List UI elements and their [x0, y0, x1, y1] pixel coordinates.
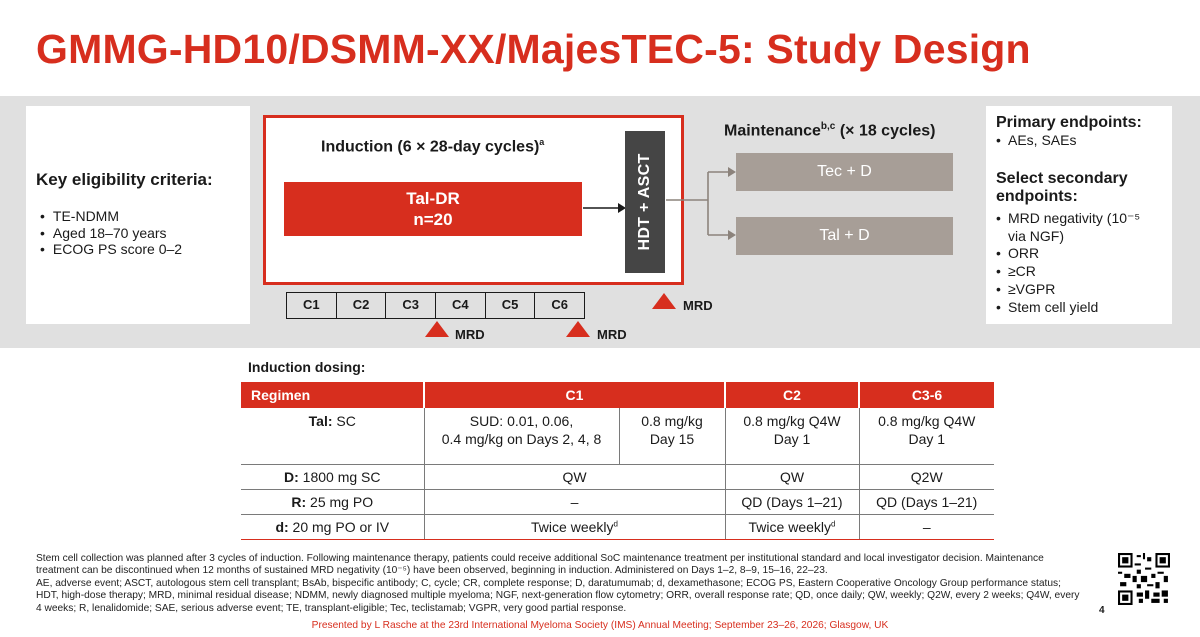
secondary-endpoint-item: ORR	[996, 245, 1161, 263]
secondary-endpoints-heading: Select secondary endpoints:	[996, 170, 1128, 205]
header-cell: Regimen	[241, 382, 424, 408]
dose-cell: Twice weeklyd	[423, 514, 725, 540]
mrd-marker-icon	[652, 293, 676, 309]
header-cell: C1	[423, 382, 725, 408]
dose-cell: Twice weeklyd	[724, 514, 859, 540]
qr-code-icon	[1118, 553, 1170, 605]
eligibility-item: TE-NDMM	[40, 208, 182, 225]
cycle-cell: C5	[486, 293, 536, 318]
primary-endpoints-heading: Primary endpoints:	[996, 114, 1142, 131]
eligibility-item: ECOG PS score 0–2	[40, 241, 182, 258]
regimen-cell: D: 1800 mg SC	[241, 464, 424, 490]
primary-endpoint-item: AEs, SAEs	[996, 132, 1076, 150]
cycle-strip: C1 C2 C3 C4 C5 C6	[286, 292, 585, 319]
dose-cell: QW	[423, 464, 725, 490]
dose-cell: 0.8 mg/kg Q4W Day 1	[724, 408, 859, 465]
arm-n: n=20	[413, 210, 453, 229]
page-title: GMMG-HD10/DSMM-XX/MajesTEC-5: Study Desi…	[36, 26, 1031, 72]
dose-cell: SUD: 0.01, 0.06, 0.4 mg/kg on Days 2, 4, …	[423, 408, 619, 465]
dosing-header-row: Regimen C1 C2 C3-6	[241, 382, 994, 408]
footnotes: Stem cell collection was planned after 3…	[36, 553, 1086, 615]
dose-cell: 0.8 mg/kg Day 15	[618, 408, 725, 465]
table-row: R: 25 mg PO – QD (Days 1–21) QD (Days 1–…	[241, 489, 994, 515]
eligibility-card: Key eligibility criteria: TE-NDMM Aged 1…	[26, 106, 250, 324]
maintenance-arm-tec: Tec + D	[736, 153, 953, 191]
mrd-label: MRD	[683, 298, 713, 313]
arrow-to-hdt	[583, 203, 626, 213]
dose-cell: Q2W	[858, 464, 994, 490]
table-row: D: 1800 mg SC QW QW Q2W	[241, 464, 994, 490]
dose-cell: 0.8 mg/kg Q4W Day 1	[858, 408, 994, 465]
endpoints-card: Primary endpoints: AEs, SAEs Select seco…	[986, 106, 1172, 324]
arm-name: Tal-DR	[406, 189, 460, 208]
abbreviations: AE, adverse event; ASCT, autologous stem…	[36, 577, 1080, 614]
maintenance-arm-tal: Tal + D	[736, 217, 953, 255]
page-number: 4	[1099, 605, 1105, 616]
branch-arrows	[666, 167, 736, 240]
cycle-cell: C1	[287, 293, 337, 318]
regimen-cell: Tal: SC	[241, 408, 424, 465]
hdt-asct-box: HDT + ASCT	[625, 131, 665, 273]
dose-cell: QD (Days 1–21)	[724, 489, 859, 515]
eligibility-heading: Key eligibility criteria:	[36, 170, 213, 189]
secondary-endpoint-item: MRD negativity (10⁻⁵ via NGF)	[996, 210, 1161, 245]
dose-cell: –	[423, 489, 725, 515]
footnote-text: Stem cell collection was planned after 3…	[36, 553, 1044, 577]
cycle-cell: C4	[436, 293, 486, 318]
table-row: Tal: SC SUD: 0.01, 0.06, 0.4 mg/kg on Day…	[241, 408, 994, 465]
eligibility-item: Aged 18–70 years	[40, 225, 182, 242]
eligibility-list: TE-NDMM Aged 18–70 years ECOG PS score 0…	[40, 208, 182, 258]
secondary-endpoints-list: MRD negativity (10⁻⁵ via NGF) ORR ≥CR ≥V…	[996, 210, 1161, 316]
header-cell: C2	[724, 382, 859, 408]
induction-title: Induction (6 × 28-day cycles)a	[321, 137, 545, 156]
primary-endpoints-list: AEs, SAEs	[996, 132, 1076, 150]
cycle-cell: C6	[551, 297, 568, 312]
dose-cell: QW	[724, 464, 859, 490]
mrd-label: MRD	[455, 327, 485, 342]
dose-cell: –	[858, 514, 994, 540]
table-row: d: 20 mg PO or IV Twice weeklyd Twice we…	[241, 514, 994, 540]
cycle-cell: C2	[337, 293, 387, 318]
dosing-label: Induction dosing:	[248, 359, 366, 375]
tal-dr-arm: Tal-DR n=20	[284, 182, 582, 236]
regimen-cell: R: 25 mg PO	[241, 489, 424, 515]
dosing-table: Regimen C1 C2 C3-6 Tal: SC SUD: 0.01, 0.…	[241, 382, 994, 540]
secondary-endpoint-item: ≥CR	[996, 263, 1161, 281]
dose-cell: QD (Days 1–21)	[858, 489, 994, 515]
header-cell: C3-6	[858, 382, 994, 408]
maintenance-title: Maintenanceb,c (× 18 cycles)	[724, 121, 936, 140]
mrd-label: MRD	[597, 327, 627, 342]
secondary-endpoint-item: ≥VGPR	[996, 281, 1161, 299]
regimen-cell: d: 20 mg PO or IV	[241, 514, 424, 540]
mrd-marker-icon	[566, 321, 590, 337]
secondary-endpoint-item: Stem cell yield	[996, 299, 1161, 317]
cycle-cell: C3	[386, 293, 437, 318]
mrd-marker-icon	[425, 321, 449, 337]
presenter-line: Presented by L Rasche at the 23rd Intern…	[311, 620, 889, 631]
